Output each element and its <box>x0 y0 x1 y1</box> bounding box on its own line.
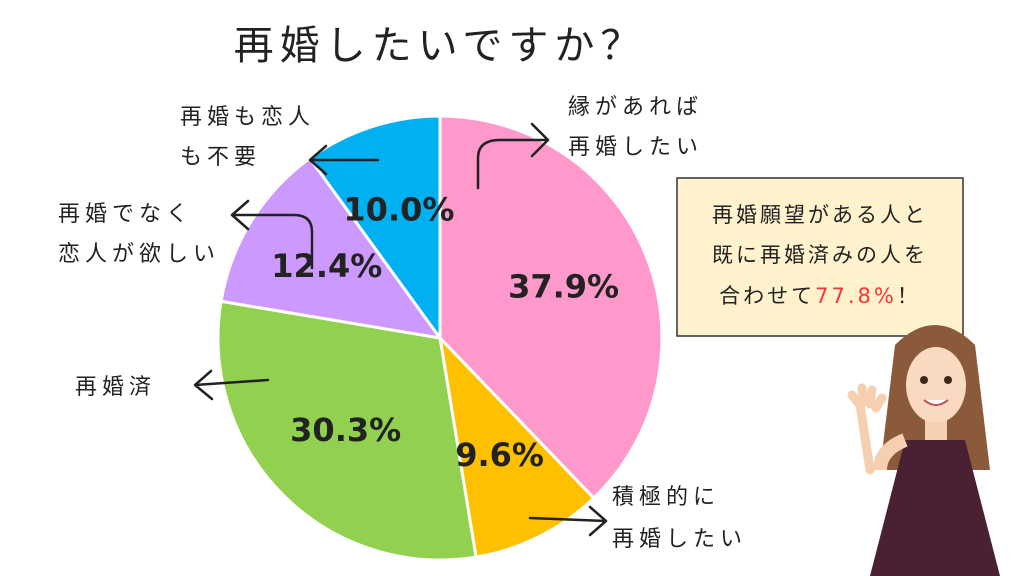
pie <box>216 114 664 562</box>
pie-slice <box>438 114 664 501</box>
note-highlight: 77.8% <box>815 284 897 308</box>
note-box <box>676 177 964 337</box>
pie-slice <box>219 156 444 341</box>
category-label: 縁があれば <box>568 95 703 120</box>
category-label: 恋人が欲しい <box>58 242 220 267</box>
category-label: も不要 <box>180 145 261 170</box>
chart-title: 再婚したいですか？ <box>234 23 647 69</box>
note-text: 既に再婚済みの人を <box>712 243 928 267</box>
value-label: 12.4% <box>271 247 382 285</box>
arrow <box>476 122 550 190</box>
value-label: 10.0% <box>343 190 454 228</box>
note-text: 合わせて77.8%！ <box>719 284 921 308</box>
value-label: 30.3% <box>290 411 401 449</box>
value-label: 37.9% <box>508 267 619 305</box>
woman-illustration <box>847 325 1000 576</box>
category-label: 再婚したい <box>568 135 703 160</box>
arrow <box>528 505 608 537</box>
note-text: 再婚願望がある人と <box>712 203 928 227</box>
category-label: 積極的に <box>612 485 720 510</box>
category-label: 再婚したい <box>612 527 747 552</box>
pie-slice <box>216 299 478 562</box>
arrow <box>308 144 380 176</box>
category-label: 再婚でなく <box>58 202 193 227</box>
note-text: 合わせて <box>719 284 815 308</box>
arrow <box>193 369 270 401</box>
value-label: 9.6% <box>455 436 544 474</box>
category-label: 再婚済 <box>75 375 156 400</box>
pie-slice <box>437 333 596 559</box>
arrow <box>230 199 314 270</box>
category-label: 再婚も恋人 <box>180 105 315 130</box>
note-text: ！ <box>897 284 921 308</box>
